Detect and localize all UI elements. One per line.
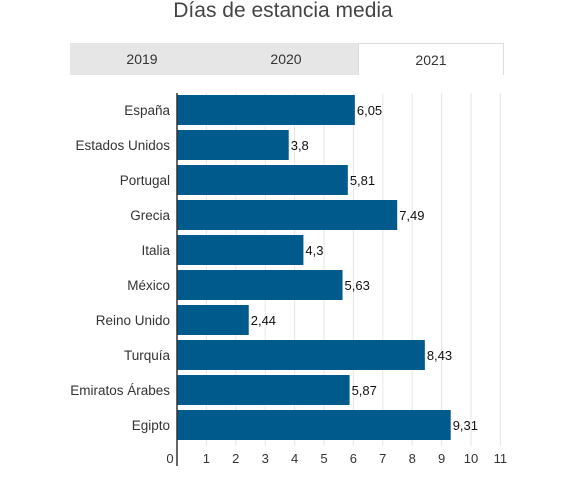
data-label: 5,81 [350, 173, 375, 188]
category-label: Estados Unidos [75, 138, 170, 153]
bar [177, 95, 355, 125]
x-tick-label: 4 [291, 451, 298, 466]
x-tick-label: 5 [320, 451, 327, 466]
chart-title: Días de estancia media [173, 0, 393, 22]
bar [177, 165, 348, 195]
data-label: 8,43 [427, 348, 452, 363]
data-label: 2,44 [251, 313, 276, 328]
category-label: Emiratos Árabes [70, 383, 170, 398]
bar [177, 130, 289, 160]
x-tick-label: 10 [464, 451, 478, 466]
category-label: Turquía [124, 348, 171, 363]
tab-2021[interactable]: 2021 [358, 43, 504, 75]
data-label: 5,87 [352, 383, 377, 398]
category-label: México [127, 278, 170, 293]
category-label: Portugal [120, 173, 170, 188]
bar [177, 270, 343, 300]
x-tick-label: 6 [350, 451, 357, 466]
tab-2020[interactable]: 2020 [214, 43, 358, 75]
x-tick-label: 8 [409, 451, 416, 466]
bar [177, 410, 451, 440]
x-tick-label: 11 [494, 451, 508, 466]
data-label: 6,05 [357, 103, 382, 118]
x-tick-label: 0 [166, 451, 173, 466]
x-tick-label: 2 [232, 451, 239, 466]
bar [177, 200, 398, 230]
data-label: 5,63 [345, 278, 370, 293]
year-tabs: 2019 2020 2021 [70, 43, 504, 75]
data-label: 3,8 [291, 138, 309, 153]
x-tick-label: 3 [262, 451, 269, 466]
bar [177, 235, 304, 265]
category-label: España [124, 103, 170, 118]
x-tick-label: 7 [379, 451, 386, 466]
bar [177, 375, 350, 405]
x-tick-label: 1 [203, 451, 210, 466]
x-tick-label: 9 [438, 451, 445, 466]
category-label: Egipto [132, 418, 170, 433]
bar [177, 305, 249, 335]
bar [177, 340, 425, 370]
category-label: Italia [141, 243, 170, 258]
data-label: 7,49 [399, 208, 424, 223]
category-label: Reino Unido [96, 313, 170, 328]
data-label: 4,3 [305, 243, 323, 258]
tab-2019[interactable]: 2019 [70, 43, 214, 75]
data-label: 9,31 [453, 418, 478, 433]
category-label: Grecia [130, 208, 170, 223]
